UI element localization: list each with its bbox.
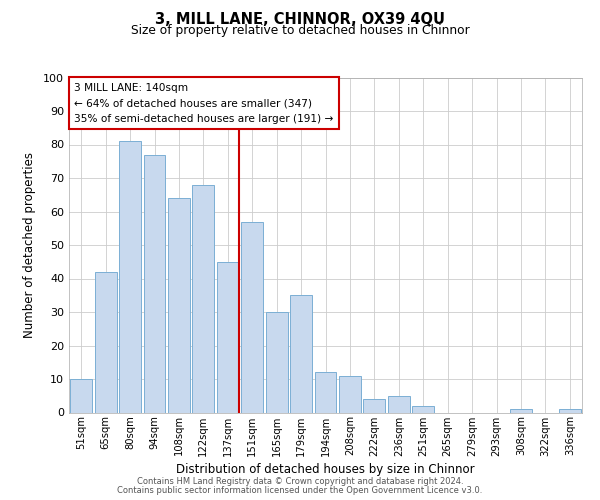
- Bar: [388, 396, 410, 412]
- Bar: [143, 154, 166, 412]
- Bar: [290, 295, 312, 412]
- Bar: [364, 399, 385, 412]
- Bar: [70, 379, 92, 412]
- Text: Size of property relative to detached houses in Chinnor: Size of property relative to detached ho…: [131, 24, 469, 37]
- Bar: [412, 406, 434, 412]
- Bar: [266, 312, 287, 412]
- Bar: [119, 141, 141, 412]
- Text: 3, MILL LANE, CHINNOR, OX39 4QU: 3, MILL LANE, CHINNOR, OX39 4QU: [155, 12, 445, 28]
- Bar: [241, 222, 263, 412]
- Bar: [217, 262, 239, 412]
- X-axis label: Distribution of detached houses by size in Chinnor: Distribution of detached houses by size …: [176, 462, 475, 475]
- Bar: [559, 409, 581, 412]
- Text: 3 MILL LANE: 140sqm
← 64% of detached houses are smaller (347)
35% of semi-detac: 3 MILL LANE: 140sqm ← 64% of detached ho…: [74, 82, 334, 124]
- Bar: [95, 272, 116, 412]
- Bar: [510, 409, 532, 412]
- Bar: [339, 376, 361, 412]
- Y-axis label: Number of detached properties: Number of detached properties: [23, 152, 36, 338]
- Bar: [314, 372, 337, 412]
- Text: Contains HM Land Registry data © Crown copyright and database right 2024.: Contains HM Land Registry data © Crown c…: [137, 477, 463, 486]
- Bar: [168, 198, 190, 412]
- Text: Contains public sector information licensed under the Open Government Licence v3: Contains public sector information licen…: [118, 486, 482, 495]
- Bar: [193, 184, 214, 412]
